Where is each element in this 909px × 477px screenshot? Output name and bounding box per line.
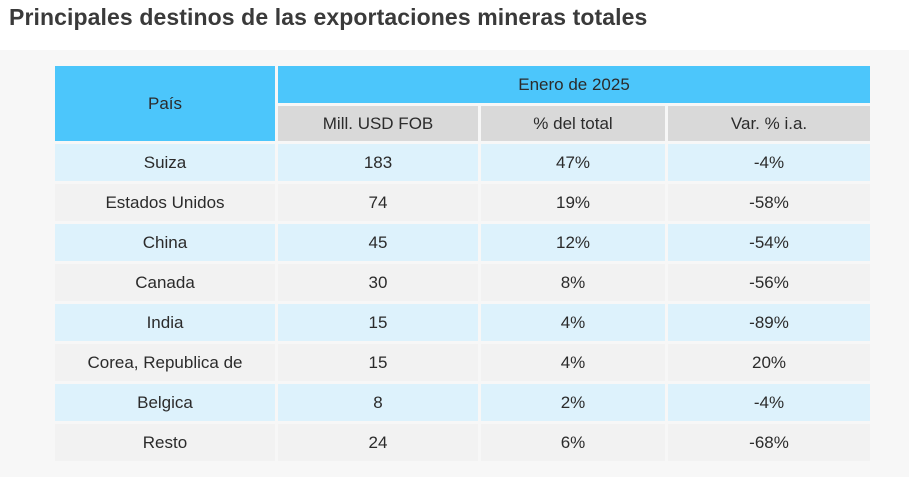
value-cell: 183 xyxy=(278,144,478,181)
value-cell: 15 xyxy=(278,304,478,341)
header-row-top: País Enero de 2025 xyxy=(55,66,871,141)
country-cell: Suiza xyxy=(55,144,275,181)
column-header-share: % del total xyxy=(481,106,665,141)
value-cell: 45 xyxy=(278,224,478,261)
share-cell: 47% xyxy=(481,144,665,181)
table-header: País Enero de 2025 Mill. USD FOB % del t… xyxy=(55,66,871,141)
country-cell: Corea, Republica de xyxy=(55,344,275,381)
country-cell: Resto xyxy=(55,424,275,461)
table-row: Estados Unidos 74 19% -58% xyxy=(55,184,871,221)
country-cell: Estados Unidos xyxy=(55,184,275,221)
country-cell: China xyxy=(55,224,275,261)
value-cell: 74 xyxy=(278,184,478,221)
country-column-header: País xyxy=(55,66,275,141)
table-row: China 45 12% -54% xyxy=(55,224,871,261)
table-row: Suiza 183 47% -4% xyxy=(55,144,871,181)
table-body: Suiza 183 47% -4% Estados Unidos 74 19% … xyxy=(55,144,871,461)
change-cell: -4% xyxy=(668,384,871,421)
change-cell: -4% xyxy=(668,144,871,181)
table-row: Corea, Republica de 15 4% 20% xyxy=(55,344,871,381)
page-title: Principales destinos de las exportacione… xyxy=(9,4,648,30)
change-cell: -68% xyxy=(668,424,871,461)
header-row-sub: Mill. USD FOB % del total Var. % i.a. xyxy=(55,106,871,141)
column-header-value: Mill. USD FOB xyxy=(278,106,478,141)
table-row: Canada 30 8% -56% xyxy=(55,264,871,301)
share-cell: 6% xyxy=(481,424,665,461)
value-cell: 24 xyxy=(278,424,478,461)
column-header-change: Var. % i.a. xyxy=(668,106,871,141)
table-row: Belgica 8 2% -4% xyxy=(55,384,871,421)
country-cell: India xyxy=(55,304,275,341)
share-cell: 12% xyxy=(481,224,665,261)
change-cell: -54% xyxy=(668,224,871,261)
share-cell: 2% xyxy=(481,384,665,421)
value-cell: 30 xyxy=(278,264,478,301)
exports-table: País Enero de 2025 Mill. USD FOB % del t… xyxy=(52,63,873,464)
share-cell: 4% xyxy=(481,304,665,341)
share-cell: 19% xyxy=(481,184,665,221)
share-cell: 4% xyxy=(481,344,665,381)
value-cell: 15 xyxy=(278,344,478,381)
period-header: Enero de 2025 xyxy=(278,66,871,103)
country-cell: Belgica xyxy=(55,384,275,421)
title-bar: Principales destinos de las exportacione… xyxy=(0,0,909,50)
value-cell: 8 xyxy=(278,384,478,421)
share-cell: 8% xyxy=(481,264,665,301)
table-row: India 15 4% -89% xyxy=(55,304,871,341)
country-cell: Canada xyxy=(55,264,275,301)
change-cell: -58% xyxy=(668,184,871,221)
table-row: Resto 24 6% -68% xyxy=(55,424,871,461)
change-cell: -89% xyxy=(668,304,871,341)
change-cell: 20% xyxy=(668,344,871,381)
change-cell: -56% xyxy=(668,264,871,301)
